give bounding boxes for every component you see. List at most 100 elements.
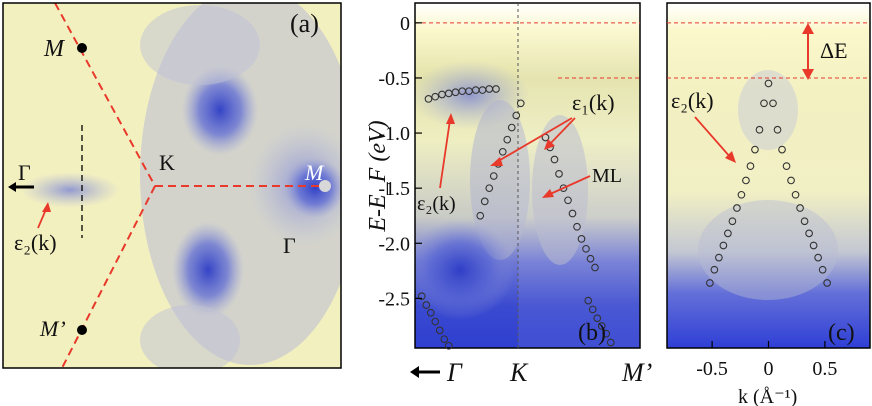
- y-tick-label: -1.0: [378, 123, 410, 145]
- band-point-b: [498, 147, 507, 156]
- x-label-k: K: [509, 358, 529, 387]
- m-point-label: M: [43, 36, 66, 62]
- band-point-c: [742, 176, 750, 185]
- m-right-point-marker: [319, 180, 331, 192]
- band-point-b: [577, 235, 586, 243]
- x-tick-label-c: 0: [764, 358, 774, 380]
- band-point-c: [733, 204, 741, 212]
- panel-b-data-points: [417, 85, 615, 350]
- panel-a-frame: [2, 2, 342, 369]
- band-point-b: [550, 155, 559, 164]
- panel-a-label: (a): [290, 9, 319, 38]
- gamma-arrow-head-icon: [8, 182, 16, 192]
- band-point-b: [485, 184, 494, 193]
- eps2-label-b: ε₂(k): [417, 193, 456, 215]
- band-point-c: [778, 145, 786, 154]
- y-tick-label: -2.0: [378, 233, 410, 255]
- panel-c-intensity: [667, 3, 870, 348]
- band-point-b: [573, 222, 581, 231]
- ml-label: ML: [592, 165, 622, 187]
- band-point-b: [435, 326, 444, 335]
- eps1-arrow-right: [547, 117, 576, 147]
- band-point-b: [489, 172, 498, 180]
- y-axis-title: E-E_F (eV): [365, 120, 391, 232]
- band-point-c: [773, 125, 782, 134]
- y-tick-label: -1.5: [378, 178, 410, 200]
- bz-edge-bottom: [61, 185, 156, 369]
- eps2-arrow-b-head-icon: [446, 113, 455, 124]
- panel-a-intensity: [20, 3, 341, 368]
- x-tick-label-c: -0.5: [696, 358, 728, 380]
- band-point-c: [755, 125, 764, 134]
- eps1-arrow-right-head-icon: [544, 139, 555, 150]
- band-point-b: [417, 292, 426, 301]
- band-point-b: [516, 99, 525, 108]
- gamma-inner-label: Γ: [283, 233, 296, 258]
- band-point-b: [492, 85, 500, 93]
- x-axis-title-c: k (Å⁻¹): [738, 386, 797, 406]
- band-point-b: [424, 95, 433, 103]
- m-prime-point-label: M’: [39, 316, 66, 341]
- band-point-c: [814, 253, 822, 262]
- panel-b: 0 -0.5 -1.0 -1.5 -2.0 -2.5 (b) ε₁(k) ML ε₂(k)…: [378, 2, 673, 387]
- y-axis-ticks: 0 -0.5 -1.0 -1.5 -2.0 -2.5: [378, 13, 673, 310]
- band-point-c: [728, 217, 737, 226]
- panel-c-x-ticks: -0.5 0 0.5: [696, 341, 837, 380]
- band-point-b: [586, 254, 595, 263]
- band-point-b: [588, 305, 597, 314]
- panel-a: (a) M K M M’ Γ Γ ε₂(k): [2, 2, 342, 369]
- band-point-b: [559, 184, 568, 193]
- band-point-c: [764, 79, 773, 88]
- panel-b-reference-lines: [415, 22, 640, 79]
- band-point-b: [422, 301, 431, 309]
- y-tick-label: -2.5: [378, 288, 410, 310]
- panel-c: -0.5 0 0.5 (c) ε₂(k) ΔE k (Å⁻¹): [666, 2, 871, 406]
- band-point-c: [809, 241, 818, 250]
- eps2-arrow-b: [439, 119, 451, 189]
- panel-c-label: (c): [828, 320, 855, 346]
- band-point-b: [431, 92, 440, 101]
- band-point-b: [564, 196, 572, 205]
- band-point-b: [476, 211, 485, 220]
- band-point-b: [503, 135, 512, 144]
- band-point-c: [715, 253, 723, 262]
- band-point-c: [737, 190, 746, 199]
- band-point-c: [796, 204, 804, 212]
- gamma-arrow-b-head-icon: [410, 366, 419, 378]
- band-point-c: [805, 229, 813, 238]
- eps1-arrow-left: [494, 117, 573, 164]
- band-point-c: [760, 99, 768, 108]
- k-point-label: K: [159, 150, 175, 175]
- band-point-c: [751, 145, 759, 154]
- band-point-b: [440, 335, 449, 344]
- band-point-b: [507, 123, 516, 132]
- eps2-label-c: ε₂(k): [671, 88, 714, 113]
- band-point-b: [602, 329, 611, 338]
- band-point-c: [706, 279, 714, 287]
- m-prime-point-marker: [77, 325, 87, 335]
- eps2-arrow-c-head-icon: [725, 151, 736, 163]
- gamma-left-label: Γ: [18, 160, 31, 185]
- y-tick-label: -0.5: [378, 68, 410, 90]
- m-right-point-label: M: [304, 160, 325, 185]
- panel-b-intensity: [415, 3, 640, 348]
- band-point-b: [555, 169, 563, 178]
- band-point-c: [746, 162, 755, 170]
- eps2-arrow-a-head-icon: [42, 202, 51, 212]
- band-point-b: [582, 244, 590, 253]
- delta-e-arrow-bottom-icon: [802, 69, 814, 80]
- band-point-c: [800, 217, 809, 226]
- eps1-arrow-left-head-icon: [490, 157, 503, 166]
- panel-c-reference-lines: [667, 22, 870, 79]
- band-point-b: [584, 296, 593, 305]
- delta-e-arrow-top-icon: [802, 23, 814, 34]
- x-label-gamma: Γ: [446, 358, 463, 387]
- band-point-c: [782, 162, 791, 170]
- band-point-c: [818, 265, 827, 274]
- band-point-b: [591, 263, 599, 272]
- band-point-b: [593, 314, 602, 323]
- band-point-b: [568, 209, 577, 218]
- ml-arrow-head-icon: [542, 189, 554, 198]
- band-point-b: [512, 111, 521, 120]
